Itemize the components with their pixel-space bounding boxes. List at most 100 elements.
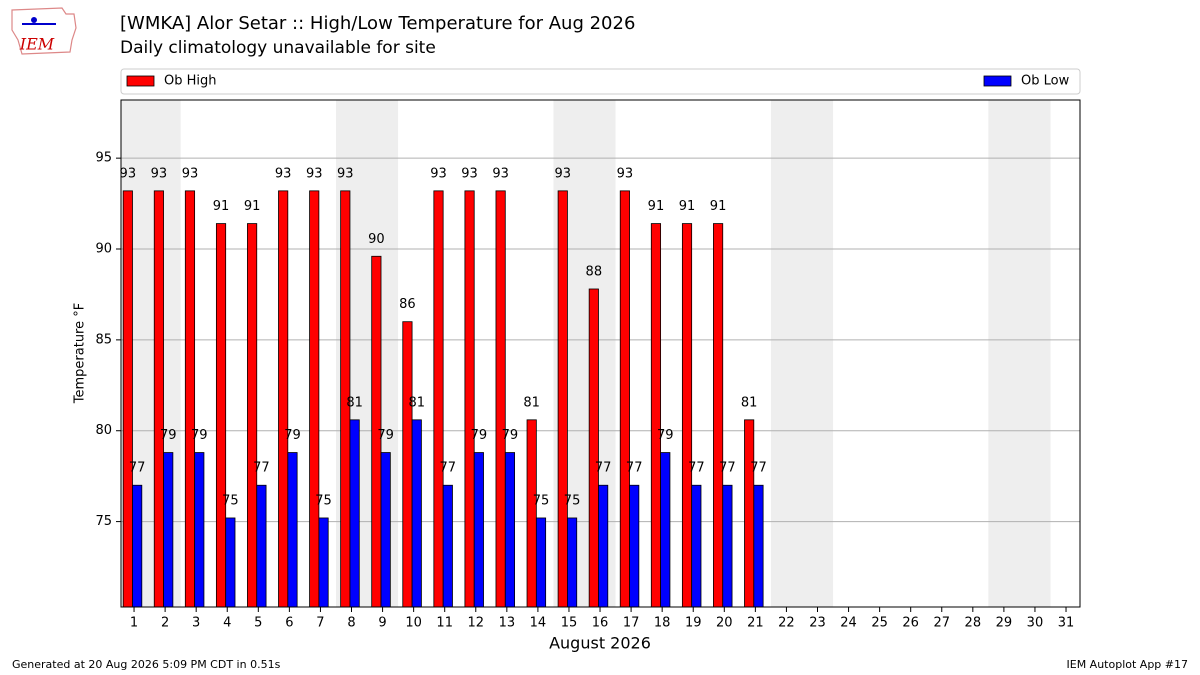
value-label: 79 (284, 428, 301, 443)
value-label: 75 (315, 493, 332, 508)
value-label: 91 (710, 199, 727, 214)
bar (691, 484, 702, 608)
value-label: 77 (440, 461, 457, 476)
bar (535, 517, 547, 608)
x-tick-label: 9 (378, 616, 386, 631)
x-tick-label: 15 (561, 616, 578, 631)
bar (713, 223, 724, 608)
value-label: 79 (657, 428, 674, 443)
x-tick-label: 17 (623, 616, 640, 631)
bar (442, 484, 453, 608)
value-label: 81 (741, 395, 758, 410)
bar (184, 190, 196, 608)
footer-right: IEM Autoplot App #17 (1067, 658, 1189, 671)
bar (247, 223, 258, 608)
value-label: 77 (595, 461, 612, 476)
bar (588, 288, 599, 608)
plot-frame (120, 99, 1081, 608)
value-label: 93 (151, 166, 168, 181)
logo-text: IEM (19, 35, 55, 54)
x-tick-label: 4 (223, 616, 231, 631)
x-tick-label: 12 (467, 616, 484, 631)
value-label: 79 (471, 428, 488, 443)
x-tick-label: 30 (1027, 616, 1044, 631)
bar (567, 517, 578, 608)
bar (349, 419, 360, 608)
legend-label: Ob High (164, 74, 217, 89)
value-label: 91 (244, 199, 261, 214)
value-label: 75 (564, 493, 581, 508)
x-tick-label: 23 (809, 616, 826, 631)
x-tick-label: 29 (996, 616, 1013, 631)
x-tick-label: 6 (285, 616, 293, 631)
x-tick-label: 13 (499, 616, 516, 631)
value-label: 79 (377, 428, 394, 443)
value-label: 75 (533, 493, 550, 508)
bar (153, 190, 164, 608)
value-label: 91 (679, 199, 696, 214)
legend-box (120, 68, 1081, 95)
y-tick-label: 90 (95, 242, 112, 257)
value-label: 79 (191, 428, 208, 443)
legend-label: Ob Low (1021, 74, 1070, 89)
x-tick-label: 1 (130, 616, 138, 631)
x-tick-label: 3 (192, 616, 200, 631)
bar (411, 419, 422, 608)
bar (473, 452, 484, 608)
legend-swatch (126, 75, 155, 87)
bar (598, 484, 609, 608)
chart-title: [WMKA] Alor Setar :: High/Low Temperatur… (120, 13, 635, 34)
value-label: 91 (648, 199, 665, 214)
value-label: 93 (275, 166, 292, 181)
value-label: 93 (306, 166, 323, 181)
value-label: 79 (502, 428, 519, 443)
footer-left: Generated at 20 Aug 2026 5:09 PM CDT in … (12, 658, 281, 671)
value-label: 91 (213, 199, 230, 214)
bar (194, 452, 205, 608)
x-tick-label: 5 (254, 616, 262, 631)
y-tick-label: 95 (95, 151, 112, 166)
value-label: 77 (129, 461, 146, 476)
value-label: 77 (688, 461, 705, 476)
value-label: 77 (719, 461, 736, 476)
bar (225, 517, 236, 608)
chart-subtitle: Daily climatology unavailable for site (120, 38, 436, 58)
bar (526, 419, 537, 608)
x-tick-label: 31 (1058, 616, 1075, 631)
bar (132, 484, 143, 608)
x-tick-label: 28 (965, 616, 982, 631)
x-tick-label: 25 (871, 616, 888, 631)
x-axis-label: August 2026 (549, 634, 651, 653)
bar (309, 190, 320, 608)
y-tick-label: 75 (95, 514, 112, 529)
x-tick-label: 22 (778, 616, 795, 631)
bar (122, 190, 133, 608)
legend-swatch (983, 75, 1012, 87)
bar (629, 484, 640, 608)
value-label: 75 (222, 493, 239, 508)
bar (380, 452, 391, 608)
bar (660, 452, 671, 608)
weekend-shade (988, 100, 1051, 607)
bar (318, 517, 329, 608)
value-label: 93 (120, 166, 137, 181)
value-label: 93 (430, 166, 447, 181)
bar (619, 190, 630, 608)
bar (753, 484, 764, 608)
x-tick-label: 16 (592, 616, 609, 631)
logo: IEM (11, 7, 77, 55)
x-tick-label: 18 (654, 616, 671, 631)
x-tick-label: 10 (405, 616, 422, 631)
x-tick-label: 24 (840, 616, 857, 631)
bar (215, 223, 227, 608)
weekend-shade (770, 100, 834, 607)
x-tick-label: 20 (716, 616, 733, 631)
y-tick-label: 85 (95, 332, 112, 347)
bar (287, 452, 298, 608)
y-axis-label: Temperature °F (73, 303, 88, 404)
value-label: 77 (750, 461, 767, 476)
bar (163, 452, 174, 608)
bar (495, 190, 506, 608)
